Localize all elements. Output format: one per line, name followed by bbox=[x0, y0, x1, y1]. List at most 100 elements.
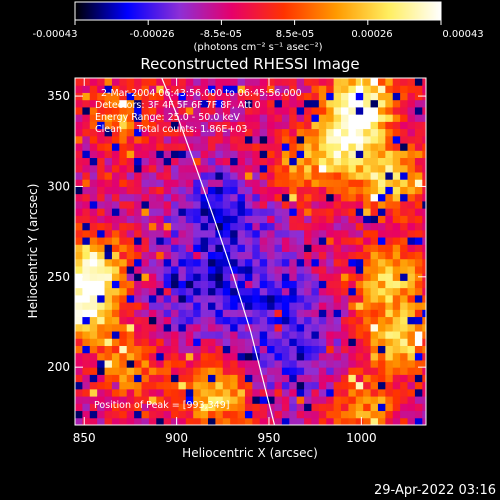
heatmap-cell bbox=[326, 273, 335, 281]
heatmap-cell bbox=[311, 222, 320, 231]
heatmap-cell bbox=[111, 302, 120, 310]
heatmap-cell bbox=[259, 244, 268, 252]
heatmap-cell bbox=[370, 135, 379, 144]
heatmap-cell bbox=[370, 114, 379, 122]
heatmap-cell bbox=[193, 396, 202, 404]
heatmap-cell bbox=[289, 309, 298, 318]
heatmap-cell bbox=[119, 92, 128, 101]
heatmap-cell bbox=[156, 345, 165, 354]
heatmap-cell bbox=[274, 345, 283, 354]
heatmap-cell bbox=[200, 287, 209, 296]
heatmap-cell bbox=[326, 92, 335, 101]
heatmap-cell bbox=[178, 171, 187, 180]
heatmap-cell bbox=[289, 323, 298, 332]
heatmap-cell bbox=[185, 78, 194, 86]
heatmap-cell bbox=[208, 99, 216, 108]
heatmap-cell bbox=[215, 78, 224, 86]
heatmap-cell bbox=[318, 99, 327, 108]
heatmap-cell bbox=[156, 265, 165, 274]
heatmap-cell bbox=[222, 179, 231, 187]
heatmap-cell bbox=[215, 208, 224, 216]
heatmap-cell bbox=[281, 331, 290, 339]
heatmap-cell bbox=[259, 114, 268, 122]
heatmap-cell bbox=[296, 287, 305, 296]
heatmap-cell bbox=[111, 388, 120, 397]
heatmap-cell bbox=[126, 388, 135, 397]
heatmap-cell bbox=[385, 367, 394, 375]
heatmap-cell bbox=[377, 410, 386, 419]
heatmap-cell bbox=[215, 359, 224, 368]
heatmap-cell bbox=[289, 179, 298, 187]
heatmap-cell bbox=[407, 410, 416, 419]
heatmap-cell bbox=[134, 309, 143, 318]
heatmap-cell bbox=[318, 381, 327, 390]
heatmap-cell bbox=[304, 316, 312, 325]
heatmap-cell bbox=[414, 99, 423, 108]
heatmap-cell bbox=[326, 179, 335, 187]
heatmap-cell bbox=[171, 338, 179, 346]
heatmap-cell bbox=[163, 280, 172, 289]
heatmap-cell bbox=[244, 244, 253, 252]
heatmap-cell bbox=[156, 222, 165, 231]
heatmap-cell bbox=[163, 251, 172, 260]
heatmap-cell bbox=[296, 403, 305, 412]
heatmap-cell bbox=[244, 359, 253, 368]
heatmap-cell bbox=[377, 135, 386, 144]
heatmap-cell bbox=[104, 367, 113, 375]
heatmap-cell bbox=[304, 345, 312, 354]
heatmap-cell bbox=[289, 403, 298, 412]
heatmap-cell bbox=[89, 374, 98, 383]
heatmap-cell bbox=[341, 244, 349, 252]
heatmap-cell bbox=[163, 186, 172, 195]
heatmap-cell bbox=[171, 345, 179, 354]
heatmap-cell bbox=[304, 294, 312, 303]
heatmap-cell bbox=[252, 135, 261, 144]
heatmap-cell bbox=[171, 331, 179, 339]
heatmap-cell bbox=[97, 280, 106, 289]
heatmap-cell bbox=[171, 215, 179, 224]
heatmap-cell bbox=[119, 287, 128, 296]
heatmap-cell bbox=[148, 121, 157, 130]
heatmap-cell bbox=[156, 164, 165, 173]
heatmap-cell bbox=[363, 287, 372, 296]
heatmap-cell bbox=[400, 150, 409, 159]
heatmap-cell bbox=[141, 92, 150, 101]
heatmap-cell bbox=[304, 164, 312, 173]
heatmap-cell bbox=[363, 251, 372, 260]
heatmap-cell bbox=[326, 302, 335, 310]
heatmap-cell bbox=[274, 99, 283, 108]
heatmap-cell bbox=[355, 338, 364, 346]
heatmap-cell bbox=[244, 121, 253, 130]
heatmap-cell bbox=[348, 388, 357, 397]
heatmap-cell bbox=[422, 309, 426, 318]
heatmap-cell bbox=[311, 99, 320, 108]
heatmap-cell bbox=[134, 237, 143, 245]
heatmap-cell bbox=[252, 229, 261, 238]
heatmap-cell bbox=[289, 237, 298, 245]
heatmap-cell bbox=[296, 396, 305, 404]
heatmap-cell bbox=[237, 410, 246, 419]
heatmap-cell bbox=[348, 237, 357, 245]
heatmap-cell bbox=[318, 128, 327, 137]
heatmap-cell bbox=[104, 215, 113, 224]
heatmap-cell bbox=[274, 85, 283, 93]
heatmap-cell bbox=[370, 85, 379, 93]
heatmap-cell bbox=[230, 265, 239, 274]
heatmap-cell bbox=[289, 150, 298, 159]
heatmap-cell bbox=[311, 251, 320, 260]
heatmap-cell bbox=[156, 403, 165, 412]
heatmap-cell bbox=[355, 215, 364, 224]
heatmap-cell bbox=[252, 85, 261, 93]
heatmap-cell bbox=[126, 114, 135, 122]
heatmap-cell bbox=[134, 244, 143, 252]
heatmap-cell bbox=[326, 208, 335, 216]
heatmap-cell bbox=[97, 381, 106, 390]
heatmap-cell bbox=[333, 99, 342, 108]
heatmap-cell bbox=[134, 352, 143, 361]
heatmap-cell bbox=[230, 410, 239, 419]
heatmap-cell bbox=[385, 186, 394, 195]
heatmap-cell bbox=[400, 164, 409, 173]
heatmap-cell bbox=[400, 302, 409, 310]
heatmap-cell bbox=[215, 396, 224, 404]
heatmap-cell bbox=[222, 309, 231, 318]
